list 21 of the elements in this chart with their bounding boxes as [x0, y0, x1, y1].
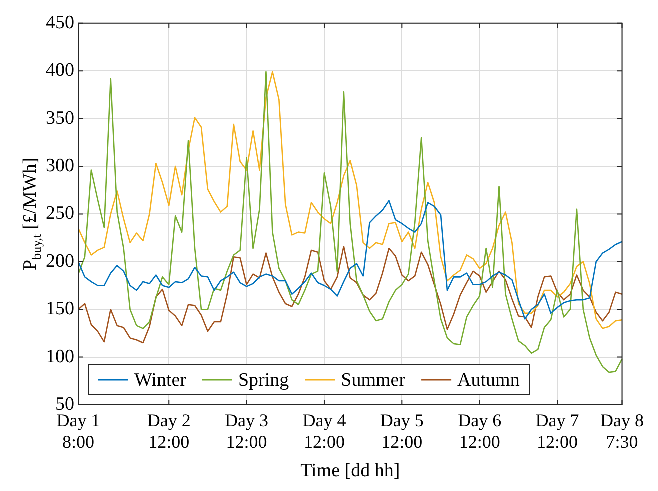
x-tick-label: Day 4 12:00	[302, 410, 346, 452]
x-tick-label: Day 7 12:00	[536, 410, 580, 452]
x-tick-label: Day 8 7:30	[600, 410, 644, 452]
y-tick-label: 350	[46, 108, 74, 129]
y-tick-label: 200	[46, 250, 74, 272]
y-tick-label: 450	[46, 12, 74, 34]
x-axis-title: Time [dd hh]	[300, 460, 400, 482]
legend-label: Winter	[134, 370, 188, 391]
y-tick-label: 250	[46, 203, 74, 224]
x-tick-label: Day 5 12:00	[380, 410, 424, 452]
y-tick-label: 300	[46, 155, 74, 176]
y-tick-label: 150	[46, 298, 74, 320]
y-tick-label: 100	[46, 346, 74, 368]
x-tick-label: Day 6 12:00	[458, 410, 502, 452]
y-tick-label: 400	[46, 60, 74, 82]
x-tick-label: Day 3 12:00	[225, 410, 269, 452]
y-axis-title: Pbuy,t [£/MWh]	[20, 158, 44, 270]
legend-label: Summer	[341, 370, 406, 391]
legend-label: Autumn	[458, 370, 520, 391]
legend-label: Spring	[238, 370, 290, 391]
x-tick-label: Day 2 12:00	[147, 410, 191, 452]
